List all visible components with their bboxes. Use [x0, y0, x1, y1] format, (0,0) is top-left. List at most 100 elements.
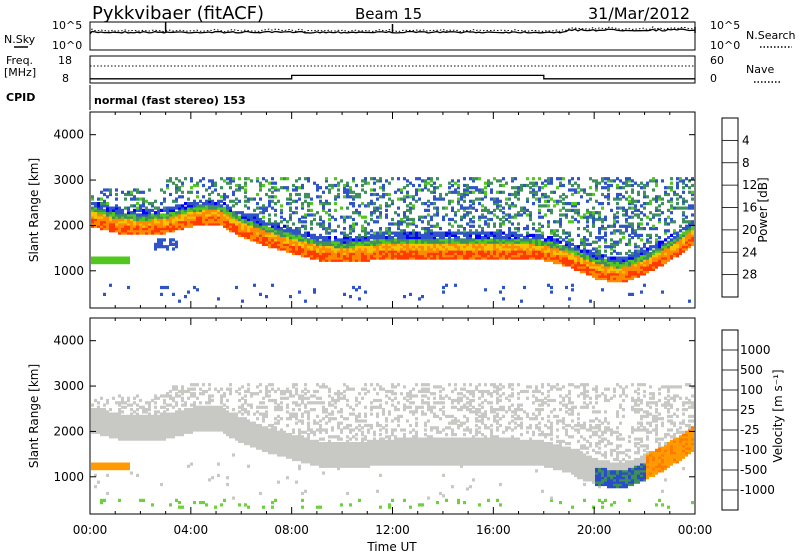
- power-cell: [562, 213, 565, 217]
- power-cell: [628, 206, 631, 210]
- vel-cell: [283, 437, 286, 441]
- power-cell: [271, 224, 274, 228]
- power-cell: [175, 206, 178, 210]
- power-cell: [595, 267, 598, 271]
- power-cell: [268, 238, 271, 242]
- power-cell: [259, 229, 262, 233]
- power-cell: [451, 245, 454, 249]
- power-cell: [106, 202, 109, 206]
- power-cell: [208, 213, 211, 217]
- power-cell: [691, 242, 694, 246]
- power-cell: [418, 215, 421, 219]
- power-cell: [640, 181, 643, 185]
- power-cell: [463, 247, 466, 251]
- power-cell: [172, 208, 175, 212]
- vel-cell: [250, 428, 253, 432]
- power-cell: [364, 258, 367, 262]
- power-cell: [580, 188, 583, 192]
- power-cell: [667, 236, 670, 240]
- power-cell: [535, 238, 538, 242]
- vel-cell: [292, 385, 295, 389]
- vel-cell: [154, 417, 157, 421]
- power-cell: [358, 204, 361, 208]
- power-cell: [310, 254, 313, 258]
- power-cell: [610, 258, 613, 262]
- power-cell: [235, 197, 238, 201]
- power-cell: [574, 254, 577, 258]
- power-cell: [592, 211, 595, 215]
- power-cell: [253, 236, 256, 240]
- power-cell: [130, 229, 133, 233]
- power-cell: [601, 224, 604, 228]
- vel-cell: [133, 417, 136, 421]
- vel-cell: [301, 498, 304, 502]
- power-cell: [307, 192, 310, 197]
- power-cell: [286, 242, 289, 246]
- power-cell: [250, 227, 253, 231]
- power-cell: [598, 270, 601, 274]
- power-cell: [613, 224, 616, 228]
- vel-cell: [169, 435, 172, 439]
- vel-cell: [253, 426, 256, 430]
- power-cell: [538, 186, 541, 190]
- power-cell: [547, 238, 550, 242]
- power-cell: [199, 206, 202, 210]
- power-cell: [418, 256, 421, 260]
- freq-panel-frame: [89, 55, 696, 84]
- power-cell: [493, 247, 496, 251]
- power-cell: [472, 231, 475, 235]
- power-cell: [433, 251, 436, 256]
- vel-cell: [154, 396, 157, 400]
- vel-cell: [172, 398, 175, 403]
- power-cell: [634, 272, 637, 276]
- power-cell: [466, 249, 469, 253]
- power-cell: [298, 233, 301, 237]
- power-cell: [196, 217, 199, 222]
- power-cell: [286, 240, 289, 244]
- power-cell: [439, 254, 442, 258]
- power-cell: [574, 181, 577, 185]
- power-cell: [340, 256, 343, 260]
- power-cell: [220, 211, 223, 215]
- power-cell: [118, 231, 121, 235]
- power-cell: [298, 249, 301, 253]
- power-cell: [514, 213, 517, 217]
- power-cell: [625, 208, 628, 212]
- power-cell: [448, 229, 451, 233]
- power-cell: [379, 236, 382, 240]
- power-cell: [142, 202, 145, 206]
- power-cell: [610, 242, 613, 246]
- power-cell: [286, 227, 289, 231]
- power-cell: [619, 224, 622, 228]
- power-cell: [496, 249, 499, 253]
- power-cell: [409, 206, 412, 210]
- power-cell: [418, 177, 421, 181]
- vel-cell: [199, 387, 202, 391]
- power-cell: [358, 247, 361, 251]
- power-cell: [190, 204, 193, 208]
- power-cell: [514, 233, 517, 237]
- vel-cell: [256, 385, 259, 389]
- power-cell: [436, 208, 439, 212]
- power-cell: [484, 245, 487, 249]
- power-cell: [307, 202, 310, 206]
- power-cell: [142, 229, 145, 233]
- power-cell: [376, 192, 379, 197]
- power-cell: [409, 251, 412, 256]
- power-cell: [268, 202, 271, 206]
- power-cell: [394, 238, 397, 242]
- vel-cell: [199, 419, 202, 423]
- power-cell: [598, 256, 601, 260]
- vel-cell: [139, 417, 142, 421]
- power-cell: [319, 186, 322, 190]
- power-cell: [649, 202, 652, 206]
- power-cell: [496, 247, 499, 251]
- power-cell: [178, 204, 181, 208]
- power-cell: [499, 183, 502, 188]
- power-cell: [346, 247, 349, 251]
- vel-cell: [274, 408, 277, 412]
- power-cell: [268, 245, 271, 249]
- vel-cell: [226, 430, 229, 434]
- power-cell: [454, 256, 457, 260]
- power-cell: [106, 261, 109, 265]
